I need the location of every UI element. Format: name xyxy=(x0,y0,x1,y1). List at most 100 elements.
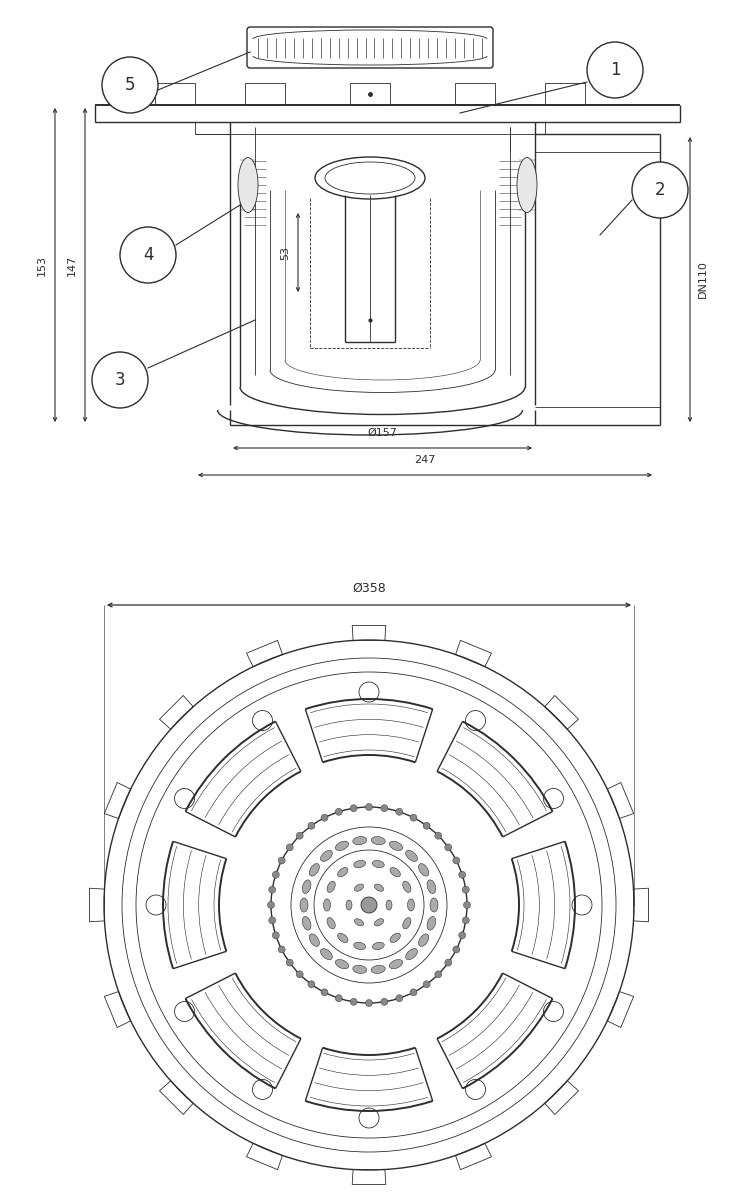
Ellipse shape xyxy=(386,900,392,910)
Ellipse shape xyxy=(338,868,348,877)
Circle shape xyxy=(453,946,460,953)
Circle shape xyxy=(296,971,303,978)
Circle shape xyxy=(350,998,357,1006)
Ellipse shape xyxy=(309,864,320,876)
Circle shape xyxy=(459,931,466,938)
Circle shape xyxy=(396,995,403,1002)
Ellipse shape xyxy=(373,860,384,868)
Text: 4: 4 xyxy=(142,246,154,264)
Circle shape xyxy=(381,998,388,1006)
Circle shape xyxy=(462,917,469,924)
Bar xyxy=(455,83,495,104)
Bar xyxy=(245,83,285,104)
Circle shape xyxy=(272,931,279,938)
Circle shape xyxy=(435,971,442,978)
Ellipse shape xyxy=(403,881,411,893)
Circle shape xyxy=(267,901,275,908)
Ellipse shape xyxy=(371,965,385,973)
Bar xyxy=(350,83,390,104)
Circle shape xyxy=(445,844,452,851)
Ellipse shape xyxy=(390,868,400,877)
Ellipse shape xyxy=(390,960,403,968)
Text: 1: 1 xyxy=(610,61,621,79)
Circle shape xyxy=(410,989,417,996)
Circle shape xyxy=(321,814,328,821)
Ellipse shape xyxy=(406,949,418,960)
Circle shape xyxy=(308,822,315,829)
Ellipse shape xyxy=(403,918,411,929)
Ellipse shape xyxy=(373,942,384,949)
Ellipse shape xyxy=(418,864,429,876)
Text: Ø358: Ø358 xyxy=(352,582,386,595)
Ellipse shape xyxy=(354,884,364,892)
Ellipse shape xyxy=(517,157,537,212)
Circle shape xyxy=(102,56,158,113)
Circle shape xyxy=(462,886,469,893)
Ellipse shape xyxy=(407,899,415,911)
Ellipse shape xyxy=(354,942,365,949)
Circle shape xyxy=(278,946,285,953)
Ellipse shape xyxy=(418,934,429,947)
Circle shape xyxy=(435,833,442,839)
Circle shape xyxy=(286,844,293,851)
Circle shape xyxy=(365,1000,373,1007)
Circle shape xyxy=(286,959,293,966)
Text: 5: 5 xyxy=(125,76,135,94)
Circle shape xyxy=(296,833,303,839)
Circle shape xyxy=(459,871,466,878)
Ellipse shape xyxy=(323,899,331,911)
Circle shape xyxy=(335,995,342,1002)
Circle shape xyxy=(396,809,403,815)
Text: DN110: DN110 xyxy=(698,260,708,299)
Circle shape xyxy=(308,980,315,988)
Ellipse shape xyxy=(353,836,367,845)
Ellipse shape xyxy=(309,934,320,947)
Circle shape xyxy=(381,805,388,811)
Ellipse shape xyxy=(320,949,332,960)
Text: 3: 3 xyxy=(114,371,125,389)
Ellipse shape xyxy=(427,880,435,894)
Circle shape xyxy=(269,886,276,893)
Ellipse shape xyxy=(303,880,311,894)
Ellipse shape xyxy=(390,934,400,942)
Bar xyxy=(155,83,195,104)
Text: 153: 153 xyxy=(37,254,47,276)
Ellipse shape xyxy=(374,919,384,926)
Circle shape xyxy=(278,857,285,864)
Circle shape xyxy=(445,959,452,966)
Circle shape xyxy=(321,989,328,996)
Ellipse shape xyxy=(335,960,348,968)
Circle shape xyxy=(632,162,688,218)
Text: 247: 247 xyxy=(414,455,435,464)
Ellipse shape xyxy=(430,898,438,912)
Circle shape xyxy=(269,917,276,924)
Ellipse shape xyxy=(320,851,332,862)
Ellipse shape xyxy=(346,900,352,910)
Ellipse shape xyxy=(303,917,311,930)
Ellipse shape xyxy=(335,841,348,851)
Ellipse shape xyxy=(338,934,348,942)
Text: 147: 147 xyxy=(67,254,77,276)
Ellipse shape xyxy=(354,919,364,926)
Bar xyxy=(545,83,585,104)
Circle shape xyxy=(335,809,342,815)
Circle shape xyxy=(423,980,430,988)
Ellipse shape xyxy=(353,965,367,973)
Circle shape xyxy=(410,814,417,821)
Ellipse shape xyxy=(300,898,308,912)
Circle shape xyxy=(453,857,460,864)
Text: 2: 2 xyxy=(655,181,666,199)
Circle shape xyxy=(463,901,471,908)
Circle shape xyxy=(361,898,377,913)
Ellipse shape xyxy=(327,918,335,929)
Ellipse shape xyxy=(374,884,384,892)
Ellipse shape xyxy=(327,881,335,893)
Circle shape xyxy=(92,352,148,408)
Circle shape xyxy=(120,227,176,283)
Ellipse shape xyxy=(406,851,418,862)
Circle shape xyxy=(423,822,430,829)
Ellipse shape xyxy=(354,860,365,868)
Text: Ø157: Ø157 xyxy=(368,428,398,438)
Circle shape xyxy=(587,42,643,98)
Circle shape xyxy=(365,804,373,810)
